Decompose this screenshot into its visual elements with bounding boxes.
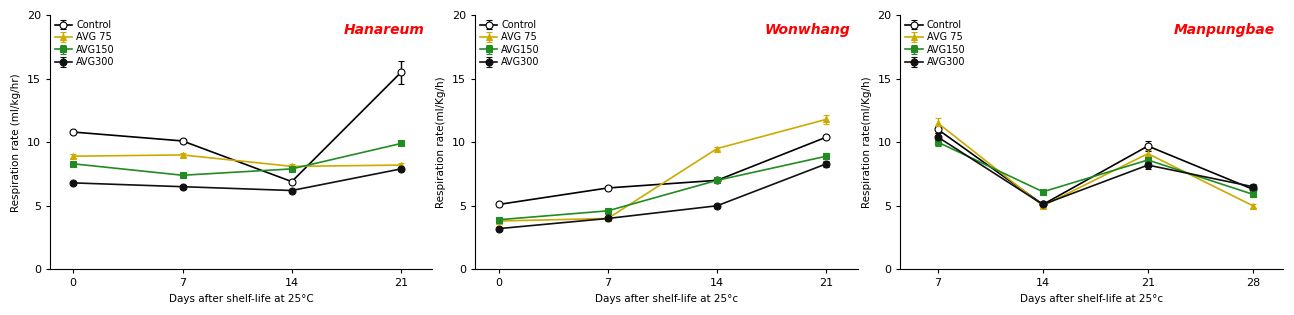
Legend: Control, AVG 75, AVG150, AVG300: Control, AVG 75, AVG150, AVG300 [903,18,968,69]
Legend: Control, AVG 75, AVG150, AVG300: Control, AVG 75, AVG150, AVG300 [477,18,542,69]
X-axis label: Days after shelf-life at 25°c: Days after shelf-life at 25°c [1020,294,1163,304]
X-axis label: Days after shelf-life at 25°c: Days after shelf-life at 25°c [595,294,738,304]
Y-axis label: Respiration rate(ml/Kg/h): Respiration rate(ml/Kg/h) [862,77,872,208]
Legend: Control, AVG 75, AVG150, AVG300: Control, AVG 75, AVG150, AVG300 [53,18,116,69]
Y-axis label: Respiration rate(ml/Kg/h): Respiration rate(ml/Kg/h) [436,77,446,208]
X-axis label: Days after shelf-life at 25°C: Days after shelf-life at 25°C [168,294,313,304]
Text: Manpungbae: Manpungbae [1174,23,1276,37]
Text: Wonwhang: Wonwhang [765,23,850,37]
Text: Hanareum: Hanareum [344,23,424,37]
Y-axis label: Respiration rate (ml/kg/hr): Respiration rate (ml/kg/hr) [12,73,21,211]
